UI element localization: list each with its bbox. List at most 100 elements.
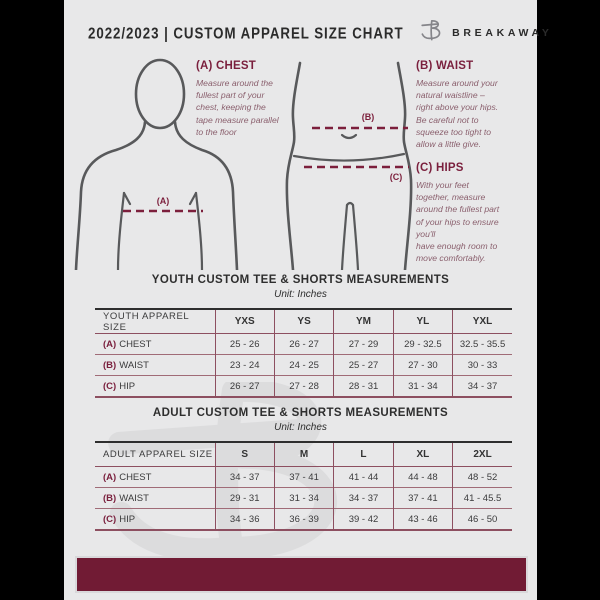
hips-instruction: (C) HIPS With your feet together, measur…	[416, 162, 528, 264]
row-prefix: (C)	[103, 513, 117, 525]
cell: 43 - 46	[392, 508, 453, 530]
row-prefix: (B)	[103, 492, 117, 504]
waist-instruction: (B) WAIST Measure around your natural wa…	[416, 60, 528, 150]
youth-size-column-header: YOUTH APPAREL SIZE	[103, 310, 189, 333]
hips-line-label: (C)	[390, 172, 403, 182]
adult-size-column-header: ADULT APPAREL SIZE	[103, 449, 213, 460]
hips-instruction-title: (C) HIPS	[416, 162, 464, 174]
table-row: (C) HIP 34 - 36 36 - 39 39 - 42 43 - 46 4…	[95, 508, 512, 531]
cell: 28 - 31	[333, 375, 394, 397]
table-row: (B) WAIST 23 - 24 24 - 25 25 - 27 27 - 30…	[95, 354, 512, 376]
cell: 27 - 30	[392, 354, 453, 376]
cell: 48 - 52	[452, 466, 512, 488]
cell: 34 - 37	[214, 466, 275, 488]
row-prefix: (A)	[103, 338, 117, 350]
waist-line-label: (B)	[362, 112, 375, 122]
row-label-text: CHEST	[119, 338, 152, 350]
table-row: (A) CHEST 25 - 26 26 - 27 27 - 29 29 - 32…	[95, 333, 512, 355]
table-row: (A) CHEST 34 - 37 37 - 41 41 - 44 44 - 48…	[95, 466, 512, 488]
adult-section-heading: ADULT CUSTOM TEE & SHORTS MEASUREMENTS U…	[64, 407, 537, 433]
head-outline	[134, 58, 186, 130]
cell: 39 - 42	[333, 508, 394, 530]
cell: 41 - 45.5	[452, 487, 512, 509]
row-prefix: (B)	[103, 359, 117, 371]
cell: 29 - 32.5	[392, 333, 453, 355]
adult-size-s: S	[214, 442, 275, 467]
row-prefix: (A)	[103, 471, 117, 483]
brand-name: BREAKAWAY	[452, 27, 553, 39]
adult-size-2xl: 2XL	[452, 442, 512, 467]
youth-table-unit: Unit: Inches	[274, 289, 327, 300]
hips-instruction-text: With your feet together, measure around …	[416, 180, 500, 264]
breakaway-b-logo-icon	[420, 18, 445, 48]
chest-instruction-text: Measure around the fullest part of your …	[196, 78, 279, 137]
cell: 36 - 39	[273, 508, 334, 530]
cell: 26 - 27	[214, 375, 275, 397]
cell: 29 - 31	[214, 487, 275, 509]
cell: 32.5 - 35.5	[452, 333, 512, 355]
chest-line-label: (A)	[157, 196, 170, 206]
row-label-text: WAIST	[119, 359, 149, 371]
waist-instruction-text: Measure around your natural waistline – …	[416, 78, 499, 150]
youth-size-yxl: YXL	[452, 309, 512, 334]
lower-body-diagram: (B) (C)	[285, 61, 413, 270]
row-label: (C) HIP	[95, 376, 215, 398]
cell: 44 - 48	[392, 466, 453, 488]
row-label: (B) WAIST	[95, 488, 215, 509]
row-label: (A) CHEST	[95, 467, 215, 488]
cell: 37 - 41	[392, 487, 453, 509]
cell: 25 - 26	[214, 333, 275, 355]
upper-body-diagram: (A)	[74, 58, 239, 270]
size-chart-flyer: 2022/2023 | CUSTOM APPAREL SIZE CHART BR…	[64, 0, 549, 600]
cell: 24 - 25	[273, 354, 334, 376]
youth-size-table: YOUTH APPAREL SIZE YXS YS YM YL YXL (A) C…	[95, 308, 512, 398]
footer-bar	[75, 556, 528, 593]
cell: 34 - 37	[452, 375, 512, 397]
cell: 30 - 33	[452, 354, 512, 376]
cell: 37 - 41	[273, 466, 334, 488]
header: 2022/2023 | CUSTOM APPAREL SIZE CHART BR…	[88, 16, 549, 50]
cell: 23 - 24	[214, 354, 275, 376]
brand: BREAKAWAY	[420, 18, 552, 48]
cell: 27 - 29	[333, 333, 394, 355]
adult-size-l: L	[333, 442, 394, 467]
cell: 46 - 50	[452, 508, 512, 530]
cell: 26 - 27	[273, 333, 334, 355]
row-label-text: WAIST	[119, 492, 149, 504]
youth-size-ym: YM	[333, 309, 394, 334]
row-label-text: HIP	[119, 513, 136, 525]
cell: 34 - 37	[333, 487, 394, 509]
row-prefix: (C)	[103, 380, 117, 392]
row-label: (A) CHEST	[95, 334, 215, 355]
adult-size-table: ADULT APPAREL SIZE S M L XL 2XL (A) CHEST…	[95, 441, 512, 531]
waist-instruction-title: (B) WAIST	[416, 60, 474, 72]
table-row: (C) HIP 26 - 27 27 - 28 28 - 31 31 - 34 3…	[95, 375, 512, 398]
navel-mark	[340, 133, 358, 140]
youth-header-row: YOUTH APPAREL SIZE YXS YS YM YL YXL	[95, 309, 512, 334]
chest-instruction: (A) CHEST Measure around the fullest par…	[196, 60, 296, 138]
row-label-text: HIP	[119, 380, 136, 392]
youth-table-title: YOUTH CUSTOM TEE & SHORTS MEASUREMENTS	[151, 274, 450, 286]
adult-table-title: ADULT CUSTOM TEE & SHORTS MEASUREMENTS	[152, 407, 449, 419]
row-label: (C) HIP	[95, 509, 215, 531]
adult-table-unit: Unit: Inches	[274, 422, 327, 433]
page-title: 2022/2023 | CUSTOM APPAREL SIZE CHART	[88, 24, 404, 42]
cell: 34 - 36	[214, 508, 275, 530]
hip-garment-line	[292, 152, 406, 162]
youth-size-yl: YL	[392, 309, 453, 334]
adult-size-xl: XL	[392, 442, 453, 467]
adult-size-m: M	[273, 442, 334, 467]
adult-header-row: ADULT APPAREL SIZE S M L XL 2XL	[95, 442, 512, 467]
cell: 31 - 34	[273, 487, 334, 509]
table-row: (B) WAIST 29 - 31 31 - 34 34 - 37 37 - 41…	[95, 487, 512, 509]
youth-section-heading: YOUTH CUSTOM TEE & SHORTS MEASUREMENTS U…	[64, 274, 537, 300]
cell: 27 - 28	[273, 375, 334, 397]
chest-instruction-title: (A) CHEST	[196, 60, 256, 72]
youth-size-yxs: YXS	[214, 309, 275, 334]
youth-size-ys: YS	[273, 309, 334, 334]
cell: 31 - 34	[392, 375, 453, 397]
cell: 41 - 44	[333, 466, 394, 488]
row-label-text: CHEST	[119, 471, 152, 483]
cell: 25 - 27	[333, 354, 394, 376]
